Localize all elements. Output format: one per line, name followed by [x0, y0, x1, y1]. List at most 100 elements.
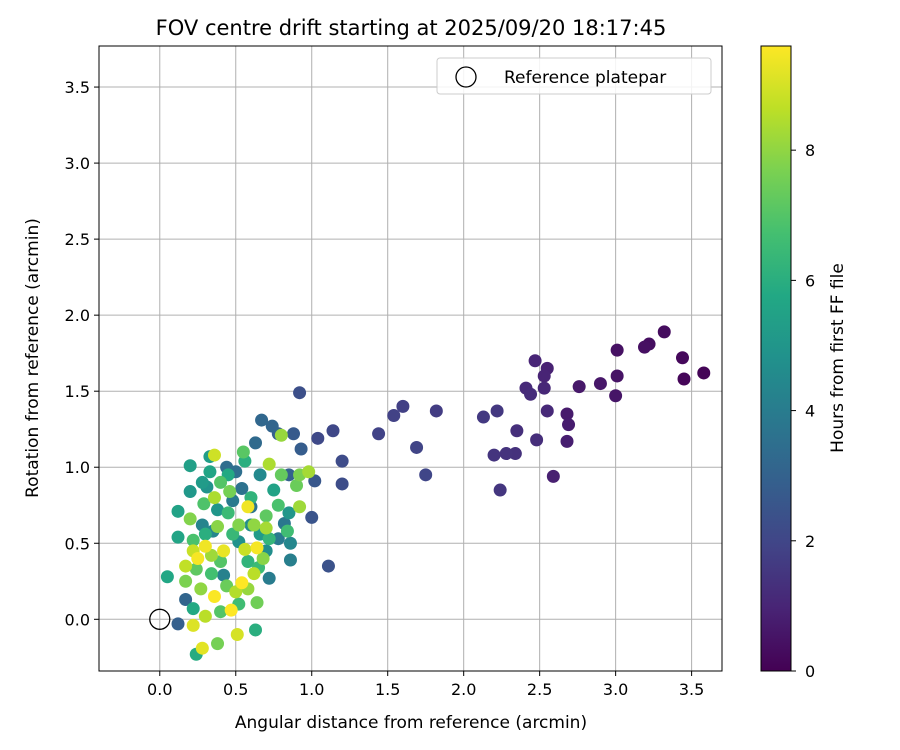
data-point [510, 424, 524, 438]
data-point [271, 532, 285, 546]
data-point [191, 551, 205, 565]
data-point [562, 418, 576, 432]
data-point [537, 381, 551, 395]
data-point [259, 521, 273, 535]
data-point [160, 570, 174, 584]
data-point [217, 568, 231, 582]
data-point [198, 609, 212, 623]
legend-label: Reference platepar [504, 68, 666, 88]
colorbar-tick-label: 0 [805, 662, 815, 681]
data-point [293, 386, 307, 400]
data-point [572, 380, 586, 394]
data-point [186, 533, 200, 547]
data-point [203, 465, 217, 479]
data-point [211, 520, 225, 534]
data-point [280, 524, 294, 538]
data-point [476, 410, 490, 424]
data-point [211, 637, 225, 651]
data-point [560, 434, 574, 448]
data-point [302, 465, 316, 479]
data-point [194, 582, 208, 596]
data-point [524, 387, 538, 401]
x-tick-label: 0.0 [147, 680, 172, 699]
data-point [247, 518, 261, 532]
data-point [171, 530, 185, 544]
data-points [160, 325, 711, 661]
y-tick-label: 0.5 [65, 534, 90, 553]
data-point [207, 589, 221, 603]
data-point [171, 504, 185, 518]
data-point [274, 468, 288, 482]
data-point [256, 551, 270, 565]
data-point [610, 343, 624, 357]
data-point [250, 541, 264, 555]
data-point [262, 571, 276, 585]
x-tick-label: 0.5 [223, 680, 248, 699]
data-point [186, 602, 200, 616]
data-point [610, 369, 624, 383]
data-point [487, 448, 501, 462]
data-point [675, 351, 689, 365]
data-point [207, 491, 221, 505]
data-point [372, 427, 386, 441]
data-point [593, 377, 607, 391]
data-point [179, 593, 193, 607]
data-point [528, 354, 542, 368]
data-point [305, 510, 319, 524]
data-point [262, 457, 276, 471]
data-point [204, 567, 218, 581]
x-tick-label: 2.0 [451, 680, 476, 699]
x-tick-label: 2.5 [527, 680, 552, 699]
colorbar-label: Hours from first FF file [828, 263, 848, 453]
data-point [697, 366, 711, 380]
data-point [537, 369, 551, 383]
x-tick-label: 3.0 [603, 680, 628, 699]
data-point [249, 623, 263, 637]
data-point [490, 404, 504, 418]
data-point [286, 427, 300, 441]
colorbar-ticks: 0 2 4 6 8 [791, 141, 815, 681]
data-point [499, 447, 513, 461]
data-point [230, 628, 244, 642]
data-point [195, 641, 209, 655]
data-point [508, 447, 522, 461]
data-point [262, 532, 276, 546]
y-tick-label: 0.0 [65, 610, 90, 629]
y-axis-label: Rotation from reference (arcmin) [23, 218, 43, 498]
y-tick-label: 1.0 [65, 458, 90, 477]
data-point [387, 409, 401, 423]
data-point [546, 469, 560, 483]
data-point [236, 445, 250, 459]
data-point [419, 468, 433, 482]
data-point [224, 603, 238, 617]
data-point [311, 431, 325, 445]
y-tick-label: 1.5 [65, 382, 90, 401]
data-point [211, 503, 225, 517]
y-tick-label: 3.0 [65, 154, 90, 173]
y-axis-ticks: 0.0 0.5 1.0 1.5 2.0 2.5 3.0 3.5 [65, 78, 99, 629]
data-point [214, 605, 228, 619]
data-point [293, 500, 307, 514]
data-point [198, 539, 212, 553]
x-axis-ticks: 0.0 0.5 1.0 1.5 2.0 2.5 3.0 3.5 [147, 671, 704, 699]
data-point [321, 559, 335, 573]
data-point [183, 485, 197, 499]
colorbar-tick-label: 6 [805, 271, 815, 290]
data-point [221, 506, 235, 520]
data-point [189, 562, 203, 576]
colorbar: 0 2 4 6 8 Hours from first FF file [760, 45, 848, 681]
data-point [265, 419, 279, 433]
data-point [290, 478, 304, 492]
data-point [609, 389, 623, 403]
reference-platepar-marker [149, 608, 171, 630]
data-point [429, 404, 443, 418]
data-point [179, 574, 193, 588]
data-point [335, 477, 349, 491]
data-point [235, 482, 249, 496]
plot-frame [98, 45, 723, 672]
colorbar-tick-label: 2 [805, 532, 815, 551]
legend-box [436, 57, 712, 95]
data-point [282, 506, 296, 520]
data-point [226, 527, 240, 541]
